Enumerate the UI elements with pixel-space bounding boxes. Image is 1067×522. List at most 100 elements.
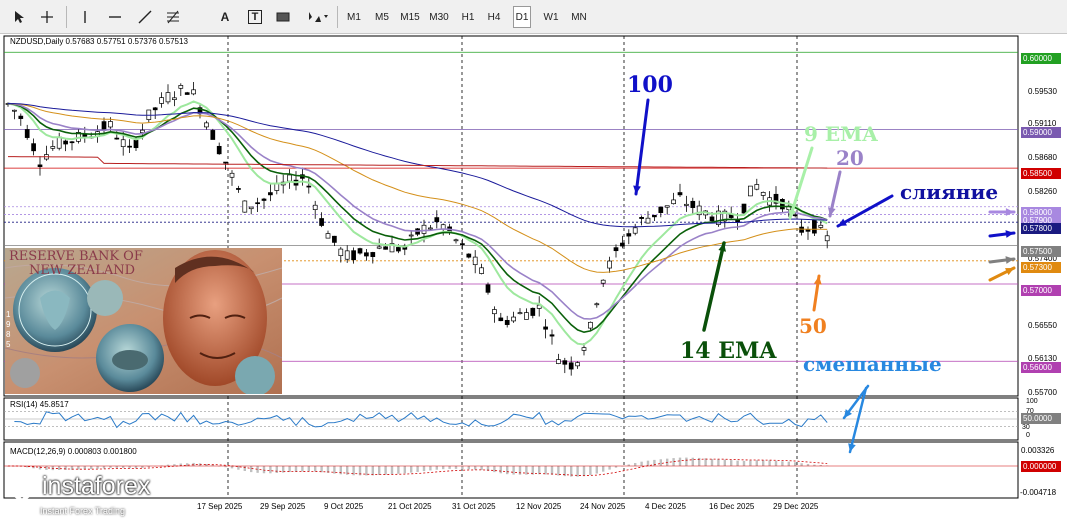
macd-histogram-bar <box>614 466 618 468</box>
candle-body <box>63 140 68 145</box>
candle-body <box>626 233 632 237</box>
crosshair-icon[interactable] <box>36 6 58 28</box>
macd-histogram-bar <box>422 466 426 472</box>
macd-histogram-bar <box>506 466 509 475</box>
candle-body <box>229 172 235 178</box>
candle-body <box>709 216 715 222</box>
macd-histogram-bar <box>557 466 560 476</box>
macd-histogram-bar <box>333 466 336 474</box>
macd-histogram-bar <box>384 466 387 475</box>
candle-body <box>543 326 548 330</box>
candle-body <box>492 309 497 315</box>
macd-histogram-bar <box>205 463 208 466</box>
candle-body <box>536 304 542 309</box>
arrows-icon[interactable] <box>304 6 332 28</box>
macd-histogram-bar <box>134 466 138 469</box>
macd-histogram-bar <box>461 466 464 469</box>
candle-body <box>652 214 657 218</box>
macd-histogram-bar <box>653 459 656 466</box>
candle-body <box>184 92 190 95</box>
macd-histogram-bar <box>109 466 112 468</box>
macd-histogram-bar <box>442 466 445 470</box>
timeframe-m15-button[interactable]: M15 <box>400 11 420 23</box>
candle-body <box>530 307 536 316</box>
label-icon[interactable]: T <box>244 6 266 28</box>
candle-body <box>248 206 254 210</box>
macd-histogram-bar <box>794 462 797 466</box>
cursor-icon[interactable] <box>8 6 30 28</box>
macd-histogram-bar <box>346 466 349 475</box>
candle-body <box>677 192 683 196</box>
macd-histogram-bar <box>582 466 586 477</box>
timeframe-m1-button[interactable]: M1 <box>347 11 361 23</box>
macd-histogram-bar <box>634 462 637 466</box>
macd-histogram-bar <box>390 466 394 475</box>
instaforex-logo-icon <box>8 470 36 502</box>
candle-body <box>632 227 638 234</box>
macd-histogram-bar <box>83 466 86 470</box>
macd-histogram-bar <box>819 465 822 466</box>
macd-histogram-bar <box>717 459 720 466</box>
macd-histogram-bar <box>365 466 368 476</box>
logo-name: instaforex <box>42 471 151 500</box>
macd-histogram-bar <box>230 466 234 469</box>
arrow-mixed-macd-head <box>848 443 856 452</box>
banknote-digit: 1 <box>6 310 11 319</box>
horizontal-line-icon[interactable] <box>104 6 126 28</box>
timeframe-m5-button[interactable]: M5 <box>375 11 389 23</box>
macd-histogram-bar <box>685 457 688 466</box>
candle-body <box>268 192 273 196</box>
candle-body <box>818 224 824 228</box>
fibonacci-icon[interactable] <box>162 6 184 28</box>
candle-body <box>191 89 196 95</box>
ma20-line <box>7 102 828 320</box>
macd-histogram-bar <box>403 466 406 474</box>
candle-body <box>210 130 216 140</box>
candle-body <box>664 205 670 208</box>
macd-histogram-bar <box>326 466 330 473</box>
macd-histogram-bar <box>550 466 554 475</box>
timeframe-d1-button[interactable]: D1 <box>513 6 531 28</box>
banknote-digit: 5 <box>6 340 11 349</box>
rectangle-icon[interactable] <box>272 6 294 28</box>
macd-histogram-bar <box>38 466 42 470</box>
timeframe-h4-button[interactable]: H4 <box>487 11 501 23</box>
candle-body <box>370 252 376 257</box>
timeframe-w1-button[interactable]: W1 <box>543 11 559 23</box>
level-badge-060000: 0.60000 <box>1021 53 1061 64</box>
candle-body <box>56 136 62 149</box>
macd-histogram-bar <box>531 466 534 475</box>
text-icon[interactable]: A <box>220 10 230 24</box>
candle-body <box>332 235 337 243</box>
timeframe-h1-button[interactable]: H1 <box>461 11 475 23</box>
banknote-line-2: NEW ZEALAND <box>29 263 136 278</box>
date-label: 4 Dec 2025 <box>645 502 686 511</box>
candle-body <box>428 227 433 230</box>
candle-body <box>127 145 132 148</box>
candle-body <box>255 202 260 205</box>
macd-scale-bottom: -0.004718 <box>1020 488 1057 497</box>
macd-histogram-bar <box>608 466 611 470</box>
timeframe-m30-button[interactable]: M30 <box>429 11 449 23</box>
ma200-line <box>8 156 828 169</box>
annotation-14ema: 14 EMA <box>680 338 777 364</box>
price-label: 0.56130 <box>1028 354 1057 363</box>
trendline-icon[interactable] <box>134 6 156 28</box>
candle-body <box>172 97 177 100</box>
macd-histogram-bar <box>166 464 170 466</box>
candle-body <box>511 316 516 322</box>
banknote-image: RESERVE BANK OF NEW ZEALAND 1 9 8 5 <box>5 248 282 394</box>
candle-body <box>120 139 126 148</box>
macd-histogram-bar <box>179 463 182 466</box>
candle-body <box>472 256 478 266</box>
vertical-line-icon[interactable] <box>74 6 96 28</box>
ma100-line <box>7 103 828 228</box>
timeframe-mn-button[interactable]: MN <box>571 11 587 23</box>
annotation-9ema: 9 EMA <box>804 122 878 146</box>
candle-body <box>50 146 56 149</box>
chart-area[interactable]: NZDUSD,Daily 0.57683 0.57751 0.57376 0.5… <box>0 34 1067 522</box>
date-label: 9 Oct 2025 <box>324 502 364 511</box>
macd-panel-border <box>3 441 1019 499</box>
candle-body <box>108 121 113 128</box>
annotation-50: 50 <box>799 314 827 338</box>
